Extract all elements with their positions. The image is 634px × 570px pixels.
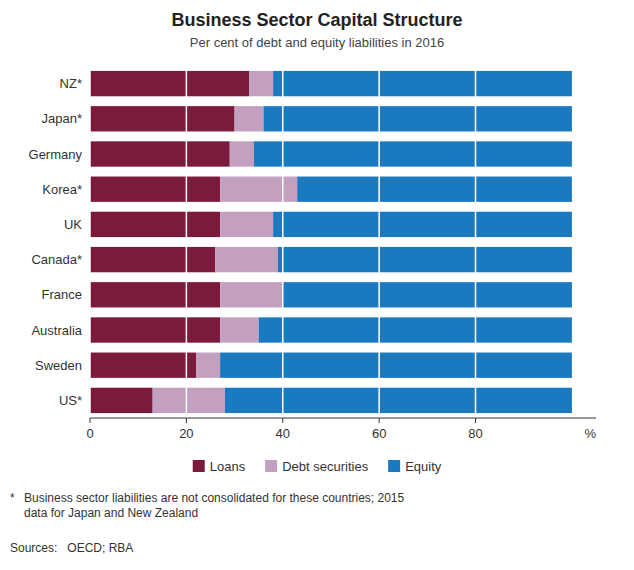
- grid-line: [378, 66, 380, 418]
- bar: [259, 317, 572, 342]
- bar: [297, 177, 572, 202]
- x-tick-label: 60: [372, 426, 386, 441]
- footnote-line: Business sector liabilities are not cons…: [24, 491, 405, 505]
- bar: [273, 71, 572, 96]
- bars: [90, 71, 572, 413]
- x-axis-line: [90, 418, 596, 419]
- sources: Sources: OECD; RBA: [10, 541, 133, 555]
- category-label: France: [42, 287, 82, 302]
- bar: [249, 71, 273, 96]
- x-tick-label: 80: [468, 426, 482, 441]
- legend-label: Loans: [210, 459, 246, 474]
- category-label: US*: [59, 393, 82, 408]
- category-label: Canada*: [31, 252, 82, 267]
- bar: [90, 247, 215, 272]
- category-label: Korea*: [42, 182, 82, 197]
- category-label: Australia: [31, 323, 82, 338]
- bar: [90, 317, 220, 342]
- bar: [215, 247, 278, 272]
- bar: [220, 353, 572, 378]
- bar: [263, 106, 571, 131]
- bar: [278, 247, 572, 272]
- title: Business Sector Capital Structure: [171, 10, 462, 30]
- bar: [90, 212, 220, 237]
- bar: [254, 141, 572, 166]
- grid: [90, 66, 476, 418]
- x-tick: [379, 418, 380, 423]
- bar: [283, 282, 572, 307]
- bar: [90, 106, 235, 131]
- x-tick: [475, 418, 476, 423]
- footnote: Business sector liabilities are not cons…: [24, 491, 405, 520]
- legend-swatch: [193, 460, 205, 472]
- grid-line: [282, 66, 284, 418]
- legend-swatch: [388, 460, 400, 472]
- bar: [220, 177, 297, 202]
- x-tick: [186, 418, 187, 423]
- category-label: NZ*: [60, 76, 82, 91]
- bar: [90, 177, 220, 202]
- bar: [90, 353, 196, 378]
- subtitle: Per cent of debt and equity liabilities …: [190, 35, 444, 50]
- bar: [220, 282, 283, 307]
- bar: [225, 388, 572, 413]
- x-tick: [282, 418, 283, 423]
- legend-label: Debt securities: [282, 459, 368, 474]
- bar: [220, 212, 273, 237]
- bar: [153, 388, 225, 413]
- bar: [230, 141, 254, 166]
- bar: [90, 388, 153, 413]
- bar: [196, 353, 220, 378]
- footnote-line: data for Japan and New Zealand: [24, 506, 198, 520]
- x-tick-label: 0: [86, 426, 93, 441]
- bar: [90, 282, 220, 307]
- x-tick: [90, 418, 91, 423]
- grid-line: [186, 66, 188, 418]
- legend-label: Equity: [405, 459, 442, 474]
- bar: [220, 317, 259, 342]
- x-tick-label: 20: [179, 426, 193, 441]
- category-label: Japan*: [42, 111, 82, 126]
- bar: [235, 106, 264, 131]
- grid-line: [90, 66, 91, 418]
- bar: [90, 141, 230, 166]
- x-axis-label: %: [584, 426, 596, 441]
- category-label: UK: [64, 217, 82, 232]
- bar: [90, 71, 249, 96]
- footnote-star: *: [10, 491, 15, 505]
- legend-swatch: [265, 460, 277, 472]
- chart: Business Sector Capital Structure Per cen…: [0, 0, 634, 570]
- category-label: Sweden: [35, 358, 82, 373]
- bar: [273, 212, 572, 237]
- legend: Loans Debt securities Equity: [193, 459, 442, 474]
- x-tick-label: 40: [276, 426, 290, 441]
- grid-line: [475, 66, 477, 418]
- category-label: Germany: [29, 147, 83, 162]
